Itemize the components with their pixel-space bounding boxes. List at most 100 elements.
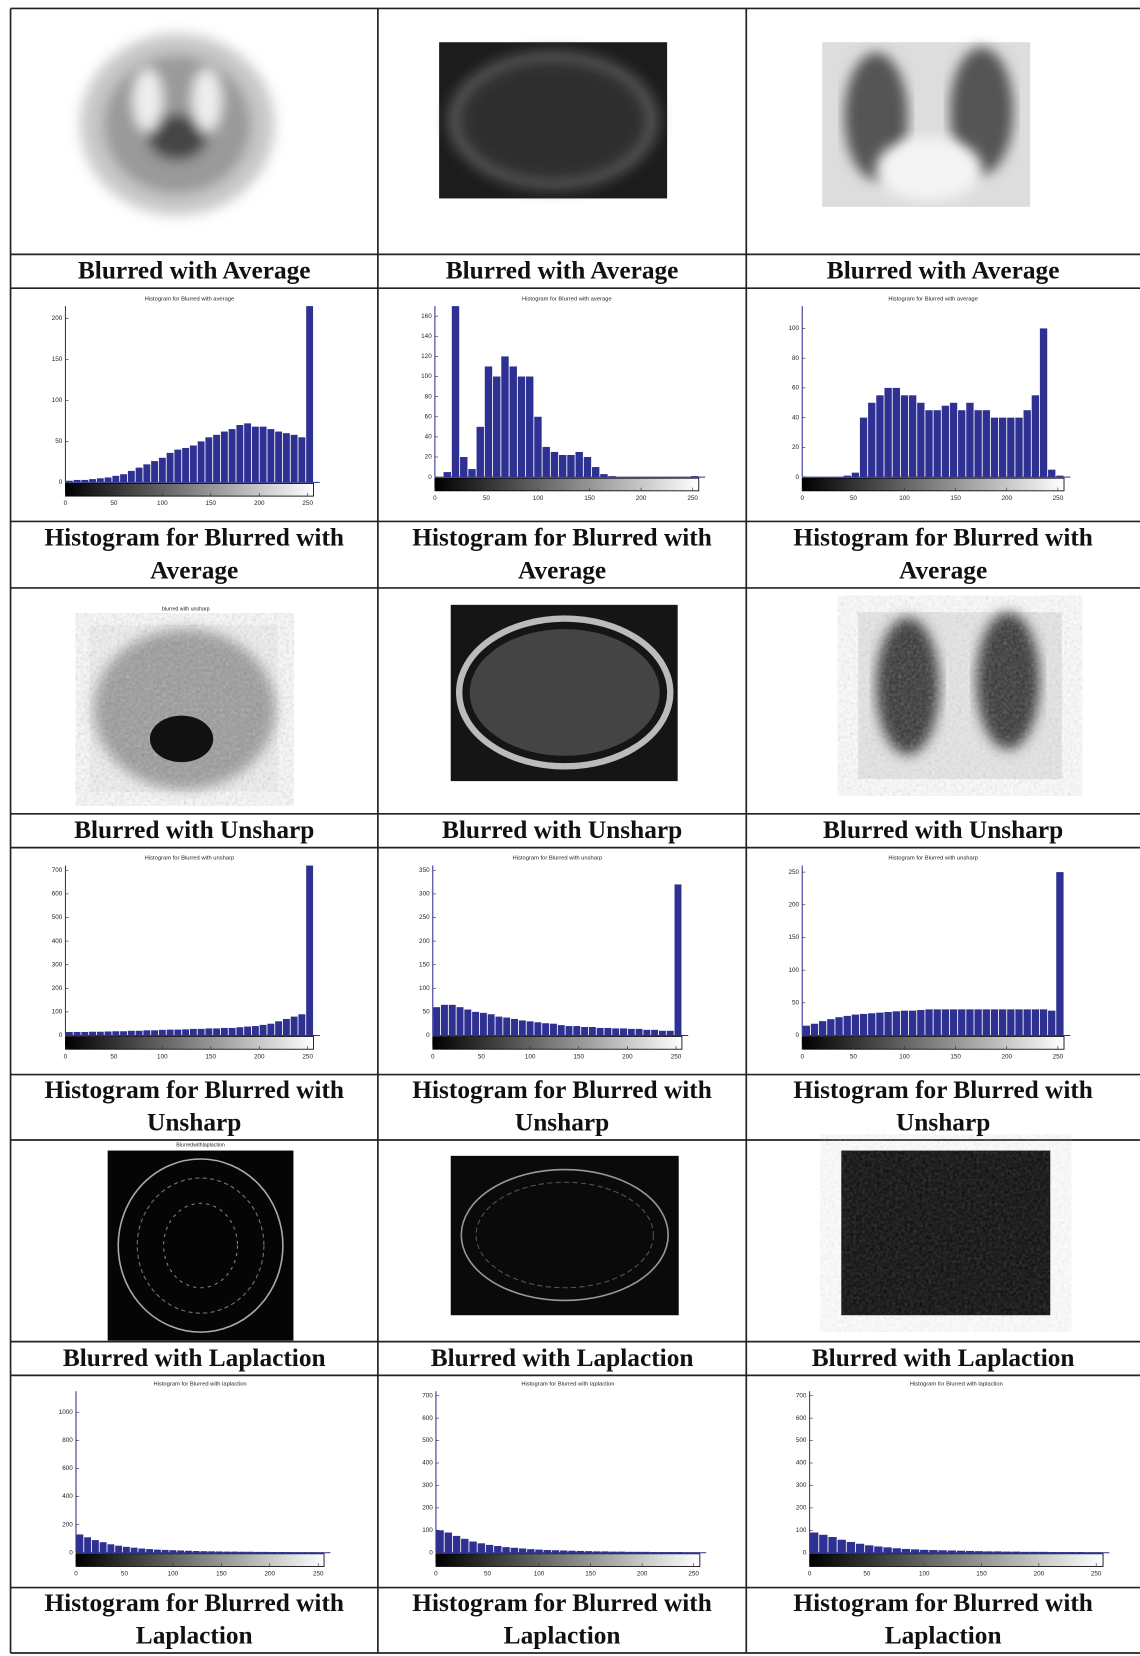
y-tick-label: 250 xyxy=(788,869,799,876)
caption-text: Blurred with Average xyxy=(77,257,311,285)
x-tick-label: 100 xyxy=(534,1571,545,1578)
abdomen-average-image xyxy=(439,42,668,199)
bar xyxy=(1007,1009,1015,1036)
bar xyxy=(306,306,314,483)
y-tick-label: 50 xyxy=(55,438,63,445)
caption: Histogram for Blurred with Average xyxy=(746,521,1140,588)
x-tick-label: 0 xyxy=(64,1053,68,1060)
bar xyxy=(974,1009,982,1036)
y-tick-label: 100 xyxy=(419,985,430,992)
x-tick-label: 150 xyxy=(976,1571,987,1578)
bar xyxy=(143,464,151,483)
bar xyxy=(549,1023,557,1036)
bar xyxy=(501,356,509,478)
colorbar xyxy=(65,483,314,497)
bar xyxy=(76,1534,84,1553)
y-tick-label: 60 xyxy=(425,413,433,420)
colorbar xyxy=(809,1553,1104,1567)
x-tick-label: 100 xyxy=(157,500,168,507)
bar xyxy=(908,395,917,478)
bar xyxy=(819,1021,827,1036)
bar xyxy=(1007,417,1015,478)
y-tick-label: 300 xyxy=(796,1482,807,1489)
bar xyxy=(282,433,290,483)
y-tick-label: 100 xyxy=(422,1527,433,1534)
bar xyxy=(115,1545,123,1553)
bar xyxy=(197,441,205,483)
x-tick-label: 50 xyxy=(483,495,491,502)
y-tick-label: 0 xyxy=(59,479,63,486)
y-tick-label: 0 xyxy=(59,1032,63,1039)
caption-text: Blurred with Laplaction xyxy=(62,1344,326,1372)
x-tick-label: 250 xyxy=(1091,1571,1102,1578)
bar xyxy=(503,1017,511,1036)
y-tick-label: 40 xyxy=(425,434,433,441)
bar xyxy=(851,1014,860,1036)
bar xyxy=(600,474,608,478)
bars xyxy=(65,865,314,1036)
bar xyxy=(510,1547,518,1553)
bar xyxy=(990,1009,999,1036)
bar xyxy=(666,1030,674,1036)
x-tick-label: 100 xyxy=(899,495,910,502)
bar xyxy=(526,1021,534,1036)
bar xyxy=(567,454,575,478)
bar xyxy=(464,1009,472,1036)
bar xyxy=(1002,1551,1011,1553)
bar xyxy=(965,1550,975,1553)
x-tick-label: 50 xyxy=(478,1053,486,1060)
bar xyxy=(892,1548,901,1553)
bar xyxy=(205,1028,213,1036)
bar xyxy=(174,449,182,483)
bar xyxy=(89,1031,97,1036)
bar xyxy=(96,1031,104,1036)
bar xyxy=(166,452,174,483)
bar xyxy=(130,1547,138,1553)
x-tick-label: 100 xyxy=(919,1571,930,1578)
x-tick-label: 50 xyxy=(850,495,858,502)
bar xyxy=(1023,410,1031,478)
bar xyxy=(182,1029,190,1036)
y-tick-label: 1000 xyxy=(59,1409,74,1416)
histogram: Histogram for Blurred with unsharp 0 50 100… xyxy=(419,856,689,1060)
bar xyxy=(228,1027,236,1036)
chart-title: Histogram for Blurred with average xyxy=(522,296,612,302)
bar xyxy=(982,1009,990,1036)
caption: Blurred with Unsharp xyxy=(746,814,1140,848)
y-tick-label: 40 xyxy=(792,414,800,421)
bar xyxy=(984,1551,993,1553)
bar xyxy=(485,1544,494,1553)
bar xyxy=(511,1018,518,1036)
y-tick-label: 50 xyxy=(792,999,800,1006)
bar xyxy=(517,376,526,478)
bar xyxy=(956,1550,966,1553)
bar xyxy=(620,1028,627,1036)
bar xyxy=(584,1551,593,1553)
bar xyxy=(112,475,120,483)
bar xyxy=(236,424,244,483)
bar xyxy=(925,1009,933,1036)
y-tick-label: 0 xyxy=(69,1549,73,1556)
x-tick-label: 0 xyxy=(433,495,437,502)
bar xyxy=(213,434,221,483)
y-tick-label: 160 xyxy=(421,313,432,320)
bar xyxy=(892,1011,900,1036)
bar xyxy=(591,467,600,478)
x-tick-label: 200 xyxy=(1001,495,1012,502)
bar xyxy=(244,1026,252,1036)
bar xyxy=(456,1007,464,1036)
bar xyxy=(443,472,451,478)
chart-title: Histogram for Blurred with unsharp xyxy=(888,856,978,862)
x-tick-label: 250 xyxy=(1053,1053,1064,1060)
colorbar xyxy=(435,1553,701,1567)
bar xyxy=(975,1551,984,1553)
colorbar xyxy=(65,1036,314,1050)
bar xyxy=(543,1550,551,1553)
y-tick-label: 200 xyxy=(52,315,63,322)
chart-title: Histogram for Blurred with laplaction xyxy=(521,1381,614,1387)
bar xyxy=(267,429,275,483)
y-tick-label: 120 xyxy=(421,353,432,360)
